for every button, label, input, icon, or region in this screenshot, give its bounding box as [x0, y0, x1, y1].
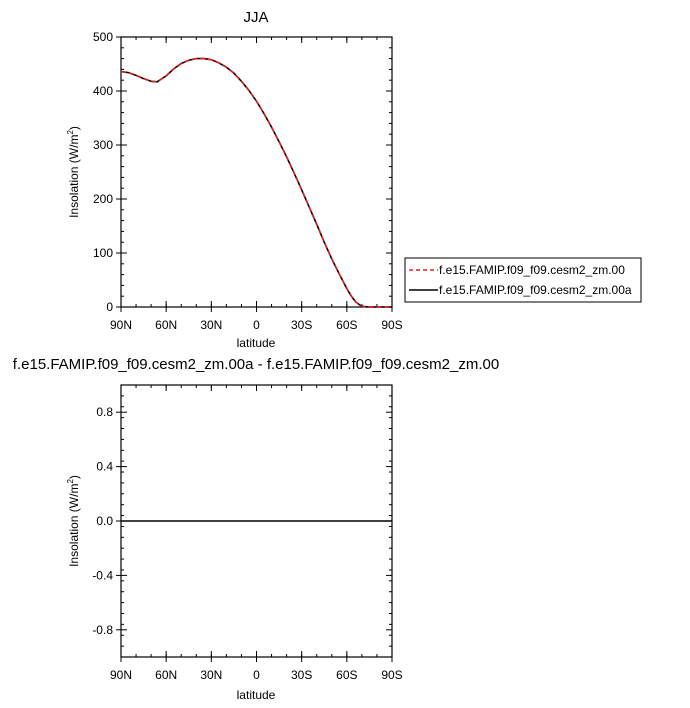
top-plot-frame	[120, 36, 393, 308]
top-x-tick-label: 90N	[110, 318, 132, 332]
top-x-tick-label: 0	[253, 318, 260, 332]
top-y-tick-label: 0	[106, 300, 113, 314]
bottom-x-tick-label: 60N	[155, 668, 177, 682]
top-y-tick-label: 200	[93, 192, 113, 206]
bottom-x-tick-label: 30N	[200, 668, 222, 682]
bottom-y-axis: -0.8 -0.4 0.0 0.4 0.8	[92, 384, 392, 658]
bottom-y-axis-label-sup: 2	[66, 479, 75, 484]
legend-entry-00a: f.e15.FAMIP.f09_f09.cesm2_zm.00a	[439, 283, 632, 297]
top-x-tick-label: 30S	[291, 318, 312, 332]
top-x-tick-label: 60N	[155, 318, 177, 332]
top-series	[120, 57, 392, 308]
bottom-x-tick-label: 90S	[381, 668, 402, 682]
legend: f.e15.FAMIP.f09_f09.cesm2_zm.00 f.e15.FA…	[404, 257, 642, 303]
top-y-tick-label: 100	[93, 246, 113, 260]
bottom-y-axis-label: Insolation (W/m2)	[66, 475, 81, 567]
top-y-axis-label-main: Insolation (W/m	[67, 135, 81, 218]
top-panel: JJA 0 100 200 300 400 500 90N 60N 30N 0 30S 60S 90S…	[66, 9, 403, 350]
top-y-tick-label: 500	[93, 30, 113, 44]
top-y-axis: 0 100 200 300 400 500	[93, 30, 392, 314]
top-x-tick-label: 30N	[200, 318, 222, 332]
bottom-x-tick-label: 30S	[291, 668, 312, 682]
bottom-y-axis-label-main: Insolation (W/m	[67, 484, 81, 567]
top-x-axis: 90N 60N 30N 0 30S 60S 90S	[110, 37, 403, 332]
legend-entry-00: f.e15.FAMIP.f09_f09.cesm2_zm.00	[439, 263, 625, 277]
bottom-y-tick-label: 0.8	[96, 405, 113, 419]
bottom-y-axis-label-tail: )	[67, 475, 81, 479]
top-x-tick-label: 90S	[381, 318, 402, 332]
top-y-tick-label: 300	[93, 138, 113, 152]
top-x-tick-label: 60S	[336, 318, 357, 332]
bottom-chart-title: f.e15.FAMIP.f09_f09.cesm2_zm.00a - f.e15…	[13, 356, 499, 373]
top-series-line-1	[120, 57, 392, 308]
top-y-axis-label-sup: 2	[66, 130, 75, 135]
bottom-y-tick-label: 0.0	[96, 514, 113, 528]
top-chart-title: JJA	[243, 9, 268, 26]
legend-box	[404, 257, 642, 303]
top-y-axis-label-tail: )	[67, 126, 81, 130]
bottom-x-tick-label: 60S	[336, 668, 357, 682]
bottom-x-tick-label: 0	[253, 668, 260, 682]
top-y-tick-label: 400	[93, 84, 113, 98]
bottom-x-tick-label: 90N	[110, 668, 132, 682]
top-series-line-0	[120, 57, 392, 308]
bottom-y-tick-label: 0.4	[96, 460, 113, 474]
top-y-axis-label: Insolation (W/m2)	[66, 126, 81, 218]
bottom-panel: f.e15.FAMIP.f09_f09.cesm2_zm.00a - f.e15…	[13, 356, 499, 702]
top-x-axis-label: latitude	[237, 336, 276, 350]
bottom-y-tick-label: -0.4	[92, 568, 113, 582]
bottom-x-axis: 90N 60N 30N 0 30S 60S 90S	[110, 385, 403, 682]
bottom-y-tick-label: -0.8	[92, 623, 113, 637]
bottom-x-axis-label: latitude	[237, 688, 276, 702]
